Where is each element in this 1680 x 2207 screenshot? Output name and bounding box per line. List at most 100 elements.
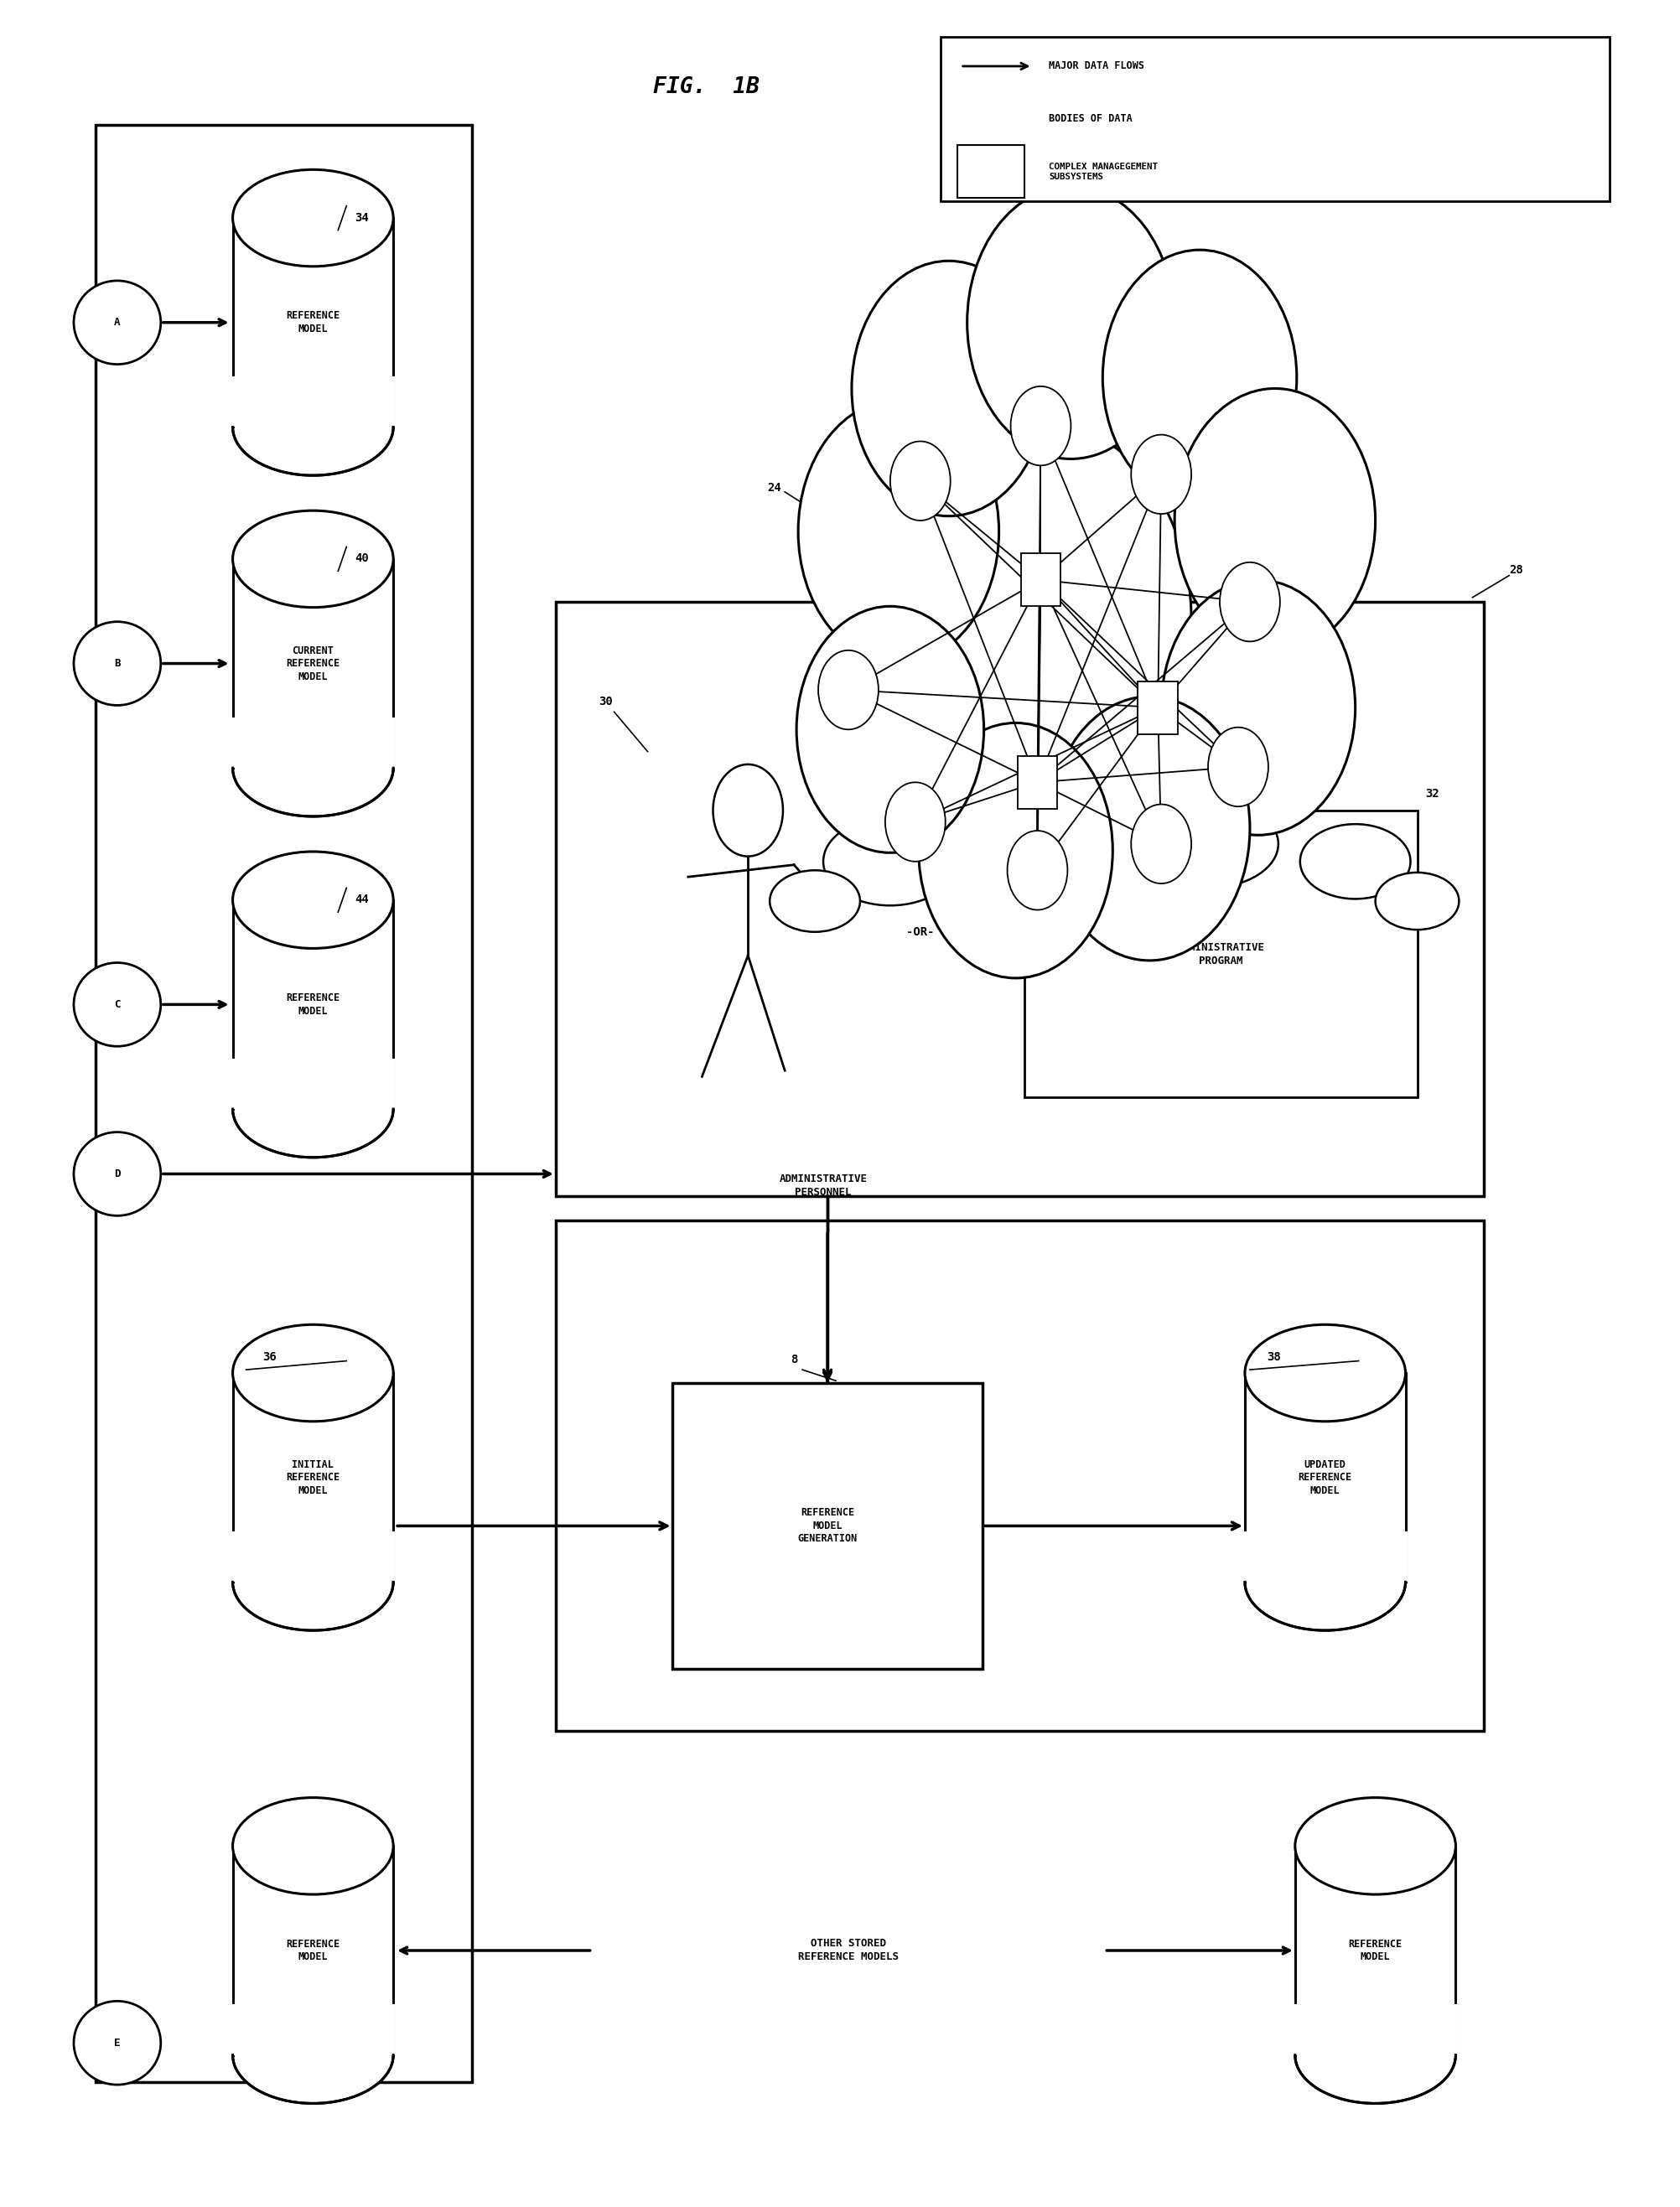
Text: 32: 32 xyxy=(1426,788,1440,799)
Circle shape xyxy=(890,441,951,521)
Text: A: A xyxy=(114,318,121,329)
Ellipse shape xyxy=(769,870,860,931)
Polygon shape xyxy=(234,900,393,1108)
Ellipse shape xyxy=(234,170,393,267)
Text: REFERENCE
MODEL: REFERENCE MODEL xyxy=(286,311,339,335)
Ellipse shape xyxy=(234,1062,393,1156)
Text: COMPLEX MANAGEGEMENT
SUBSYSTEMS: COMPLEX MANAGEGEMENT SUBSYSTEMS xyxy=(1048,163,1158,181)
Text: -OR-: -OR- xyxy=(906,927,934,938)
Ellipse shape xyxy=(234,1324,393,1421)
Circle shape xyxy=(852,260,1045,516)
FancyBboxPatch shape xyxy=(556,603,1483,1196)
Circle shape xyxy=(1011,386,1070,466)
Text: 28: 28 xyxy=(1509,563,1524,576)
Ellipse shape xyxy=(1295,1799,1455,1894)
Ellipse shape xyxy=(74,280,161,364)
Text: REFERENCE
MODEL: REFERENCE MODEL xyxy=(286,993,339,1017)
Text: MAJOR DATA FLOWS: MAJOR DATA FLOWS xyxy=(1048,62,1144,71)
Text: 38: 38 xyxy=(1267,1351,1280,1364)
Polygon shape xyxy=(232,2004,395,2055)
Circle shape xyxy=(968,185,1174,459)
Text: CURRENT
REFERENCE
MODEL: CURRENT REFERENCE MODEL xyxy=(286,644,339,682)
Circle shape xyxy=(798,399,1000,664)
Ellipse shape xyxy=(234,1799,393,1894)
Ellipse shape xyxy=(74,2002,161,2086)
Circle shape xyxy=(1048,697,1250,960)
Text: REFERENCE
MODEL: REFERENCE MODEL xyxy=(1349,1938,1403,1962)
Ellipse shape xyxy=(234,510,393,607)
Circle shape xyxy=(1208,728,1268,806)
Circle shape xyxy=(796,607,984,852)
Ellipse shape xyxy=(1137,799,1278,887)
Ellipse shape xyxy=(1245,1324,1406,1421)
Ellipse shape xyxy=(1074,874,1168,936)
FancyBboxPatch shape xyxy=(672,1384,983,1668)
Circle shape xyxy=(890,422,1191,817)
Circle shape xyxy=(1220,563,1280,642)
Polygon shape xyxy=(1245,1373,1406,1582)
Text: E: E xyxy=(114,2037,121,2048)
Ellipse shape xyxy=(966,73,1026,117)
Circle shape xyxy=(712,764,783,856)
Polygon shape xyxy=(966,95,1026,143)
Text: 40: 40 xyxy=(354,552,370,565)
Ellipse shape xyxy=(74,962,161,1046)
Ellipse shape xyxy=(234,2006,393,2103)
Polygon shape xyxy=(1294,2004,1457,2055)
Text: ADMINISTRATIVE
PERSONNEL: ADMINISTRATIVE PERSONNEL xyxy=(780,1174,867,1198)
Ellipse shape xyxy=(1376,872,1458,929)
FancyBboxPatch shape xyxy=(958,146,1025,199)
Polygon shape xyxy=(964,119,1028,143)
Text: ADMINISTRATIVE
PROGRAM: ADMINISTRATIVE PROGRAM xyxy=(1176,942,1265,967)
Ellipse shape xyxy=(74,1132,161,1216)
Text: COMPLEX, AS
IMPLEMENTED: COMPLEX, AS IMPLEMENTED xyxy=(1003,916,1079,942)
Ellipse shape xyxy=(1245,1534,1406,1631)
Ellipse shape xyxy=(1295,2006,1455,2103)
Ellipse shape xyxy=(234,852,393,949)
Circle shape xyxy=(885,781,946,861)
Ellipse shape xyxy=(1300,823,1411,898)
FancyBboxPatch shape xyxy=(1137,682,1178,735)
Text: REFERENCE
MODEL
GENERATION: REFERENCE MODEL GENERATION xyxy=(798,1507,857,1545)
Polygon shape xyxy=(234,1373,393,1582)
FancyBboxPatch shape xyxy=(941,38,1609,201)
Text: REFERENCE
MODEL: REFERENCE MODEL xyxy=(286,1938,339,1962)
Ellipse shape xyxy=(234,380,393,475)
Text: UPDATED
REFERENCE
MODEL: UPDATED REFERENCE MODEL xyxy=(1299,1459,1352,1496)
Polygon shape xyxy=(234,558,393,768)
Polygon shape xyxy=(232,377,395,426)
Ellipse shape xyxy=(234,1534,393,1631)
Polygon shape xyxy=(234,218,393,426)
Circle shape xyxy=(1008,830,1067,909)
Polygon shape xyxy=(232,1059,395,1108)
Circle shape xyxy=(1131,803,1191,883)
Polygon shape xyxy=(232,717,395,768)
Polygon shape xyxy=(232,1532,395,1582)
Text: 24: 24 xyxy=(768,481,781,494)
Circle shape xyxy=(1102,249,1297,505)
Ellipse shape xyxy=(823,817,958,905)
Circle shape xyxy=(818,651,879,731)
Text: C: C xyxy=(114,1000,121,1011)
Text: B: B xyxy=(114,658,121,669)
FancyBboxPatch shape xyxy=(1021,554,1060,607)
Text: D: D xyxy=(114,1168,121,1179)
Text: OTHER STORED
REFERENCE MODELS: OTHER STORED REFERENCE MODELS xyxy=(798,1938,899,1962)
Circle shape xyxy=(919,724,1112,978)
Text: 44: 44 xyxy=(354,894,370,905)
Circle shape xyxy=(1131,435,1191,514)
Ellipse shape xyxy=(74,622,161,706)
Ellipse shape xyxy=(966,121,1026,166)
Text: 36: 36 xyxy=(262,1351,277,1364)
Text: 30: 30 xyxy=(600,695,613,708)
FancyBboxPatch shape xyxy=(1025,810,1418,1097)
Circle shape xyxy=(1174,388,1376,653)
Ellipse shape xyxy=(961,786,1121,883)
Text: 8: 8 xyxy=(791,1353,798,1366)
Text: 34: 34 xyxy=(354,212,370,223)
Polygon shape xyxy=(1243,1532,1408,1582)
Polygon shape xyxy=(234,1845,393,2055)
Polygon shape xyxy=(1295,1845,1455,2055)
Text: INITIAL
REFERENCE
MODEL: INITIAL REFERENCE MODEL xyxy=(286,1459,339,1496)
Text: FIG.  1B: FIG. 1B xyxy=(654,77,759,97)
